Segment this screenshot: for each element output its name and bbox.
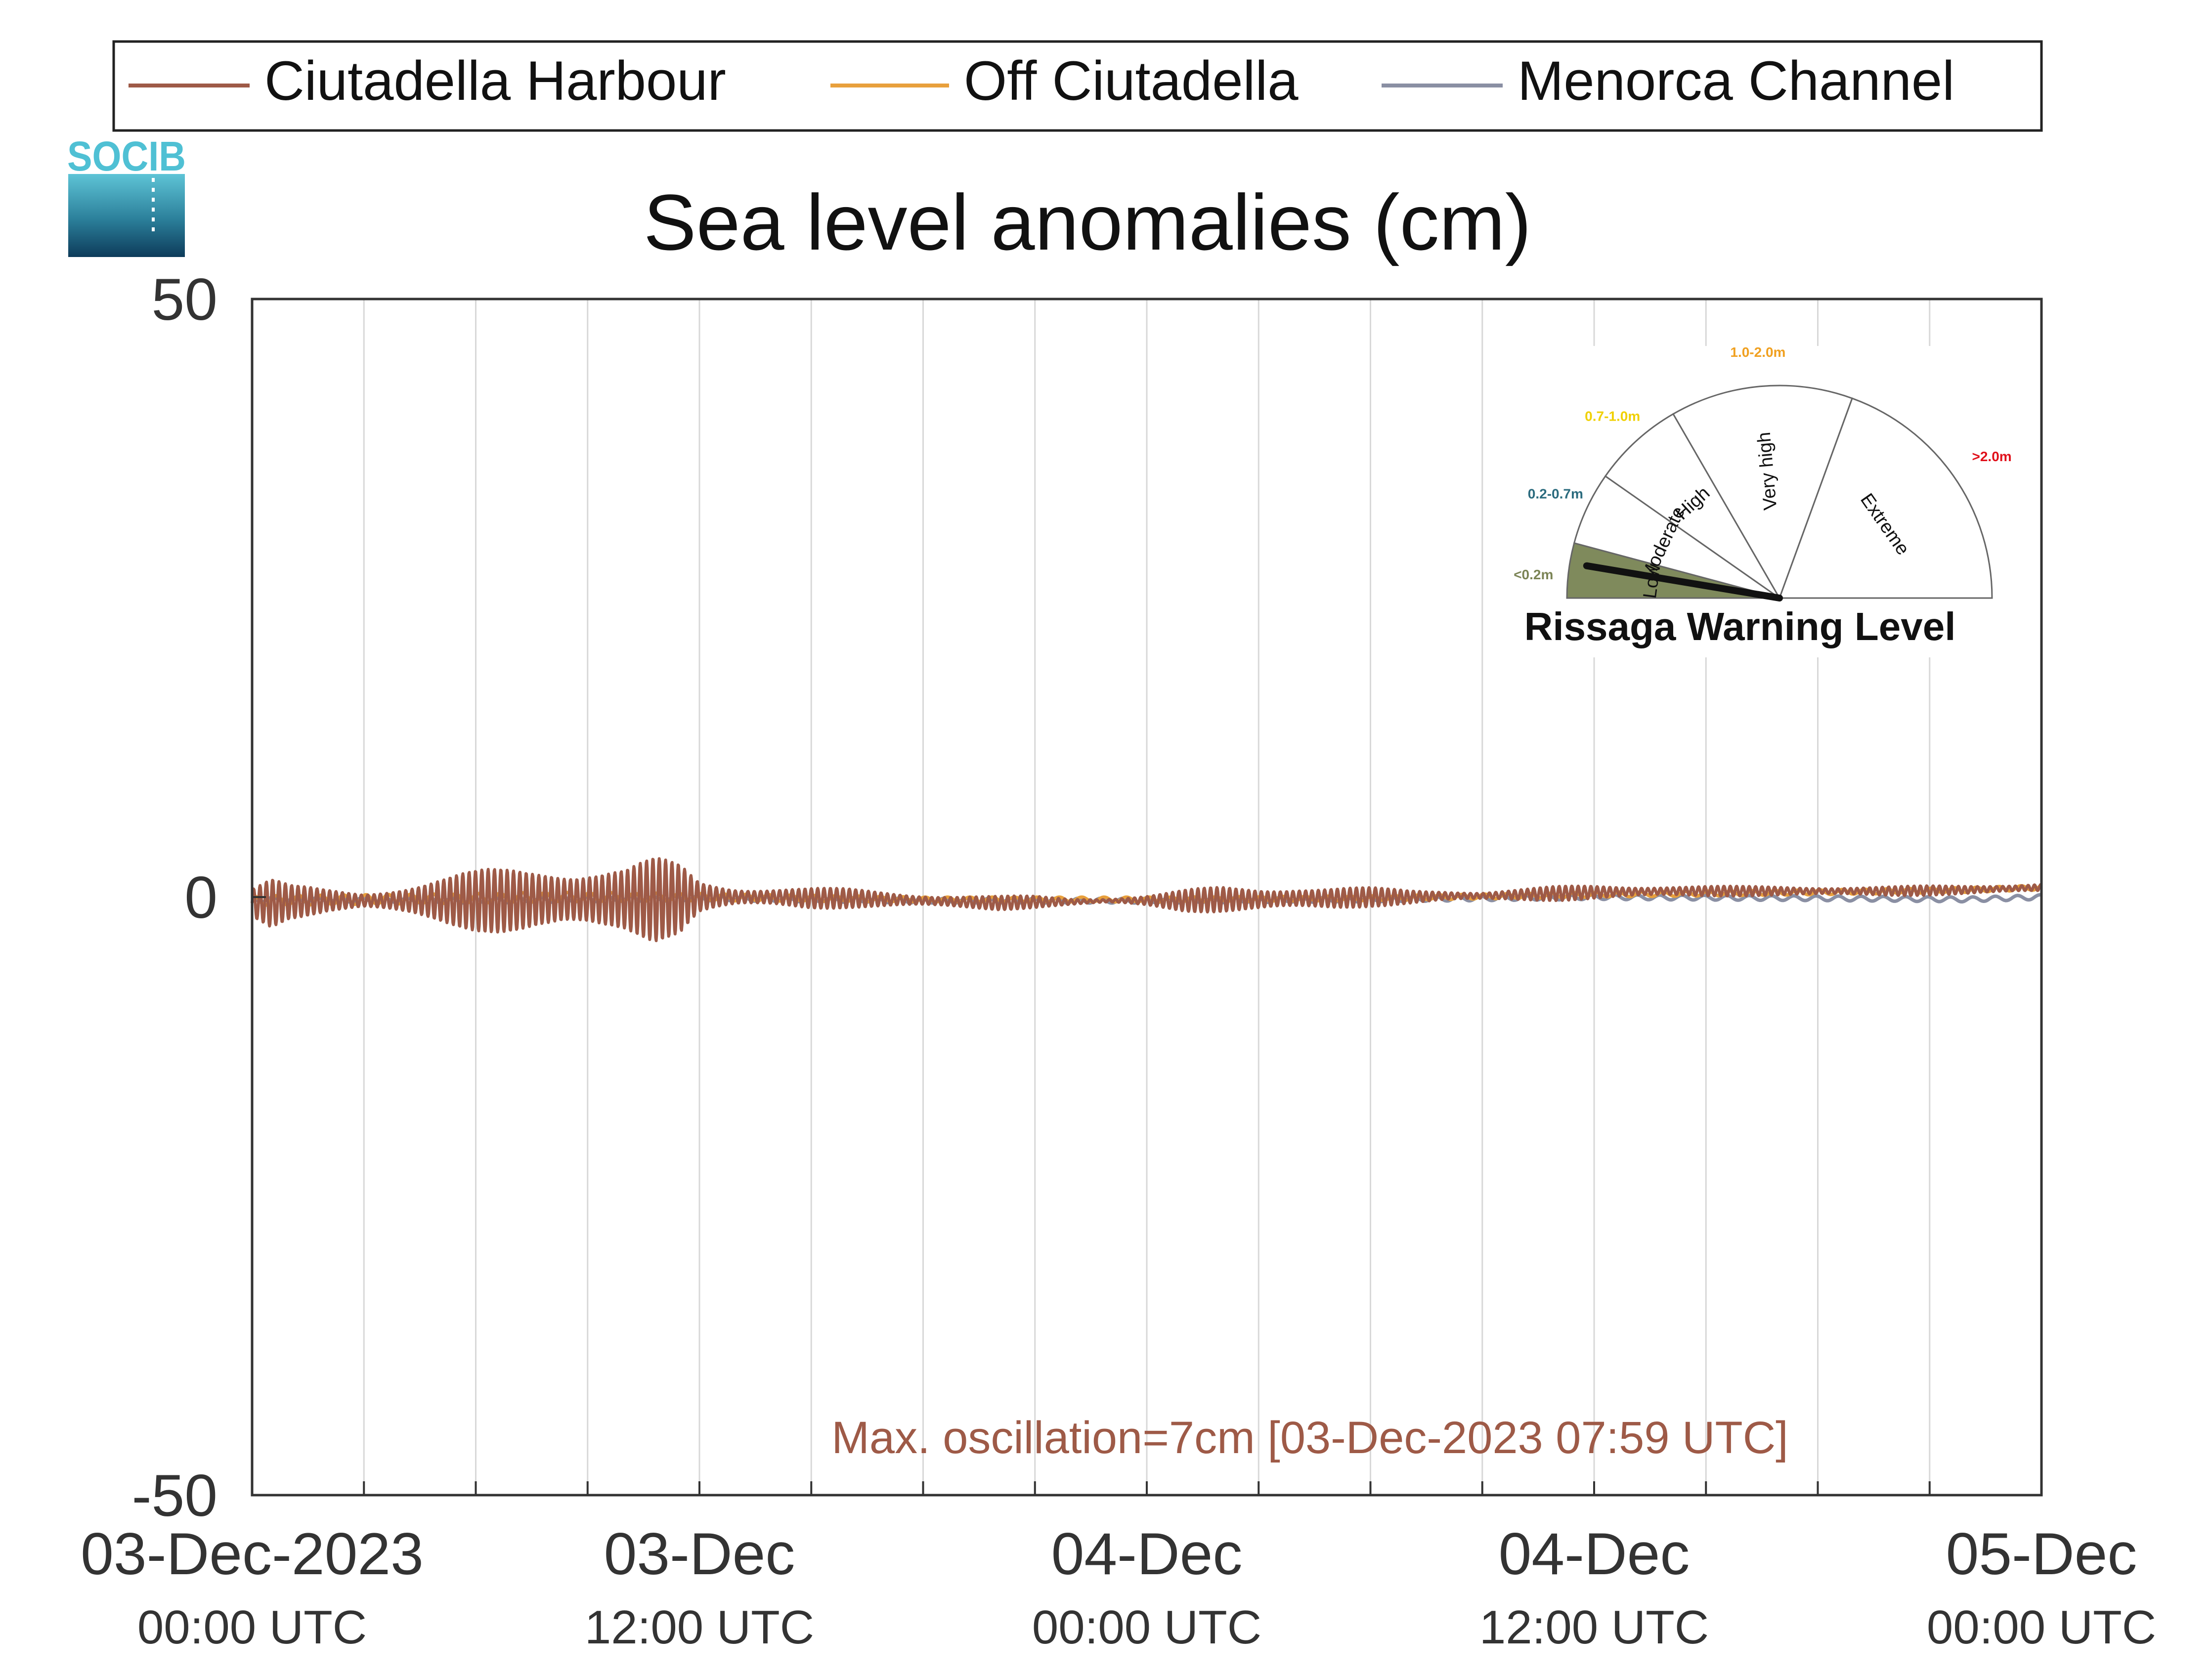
series-line-ciutadella-harbour <box>251 857 2043 943</box>
legend-box <box>112 40 2043 132</box>
x-tick-time-1: 12:00 UTC <box>585 1601 814 1654</box>
socib-logo-text: SOCIB <box>67 133 186 179</box>
y-tick-label-0: 0 <box>184 864 217 931</box>
legend-entry-menorca-channel[interactable]: Menorca Channel <box>1382 50 1954 112</box>
y-tick-label--50: -50 <box>132 1463 217 1529</box>
gauge-range-low: <0.2m <box>1514 567 1553 582</box>
gauge-range-extreme: >2.0m <box>1972 449 2011 464</box>
socib-logo-block <box>68 174 185 257</box>
plot-area: 03-Dec-2023 00:00 UTC 03-Dec 12:00 UTC 04-De… <box>81 266 2156 1654</box>
x-tick-time-4: 00:00 UTC <box>1927 1601 2156 1654</box>
legend-label-menorca-channel: Menorca Channel <box>1518 50 1954 112</box>
socib-logo: SOCIB <box>67 133 186 257</box>
x-tick-date-3: 04-Dec <box>1499 1521 1690 1587</box>
x-tick-time-0: 00:00 UTC <box>137 1601 367 1654</box>
gauge-ranges: <0.2m 0.2-0.7m 0.7-1.0m 1.0-2.0m >2.0m <box>1514 344 2011 582</box>
y-ticks: -50 0 50 <box>132 266 266 1529</box>
gauge-sector-very-high <box>1672 385 1853 600</box>
gauge-sector-extreme <box>1778 397 1993 599</box>
legend: Ciutadella Harbour Off Ciutadella Menorc… <box>112 40 2043 132</box>
x-tick-date-4: 05-Dec <box>1946 1521 2137 1587</box>
gauge-sector-high <box>1604 413 1780 599</box>
gauge-sectors <box>1566 385 1993 600</box>
gauge-sector-moderate <box>1573 475 1780 599</box>
legend-label-ciutadella-harbour: Ciutadella Harbour <box>264 50 726 112</box>
x-tick-date-0: 03-Dec-2023 <box>81 1521 424 1587</box>
x-ticks: 03-Dec-2023 00:00 UTC 03-Dec 12:00 UTC 04-De… <box>81 1481 2156 1654</box>
x-tick-time-2: 00:00 UTC <box>1032 1601 1261 1654</box>
legend-entry-off-ciutadella[interactable]: Off Ciutadella <box>830 50 1299 112</box>
chart-title: Sea level anomalies (cm) <box>644 178 1531 266</box>
gauge-range-moderate: 0.2-0.7m <box>1528 486 1583 502</box>
y-tick-label-50: 50 <box>152 266 217 333</box>
gauge-range-very-high: 1.0-2.0m <box>1730 344 1785 360</box>
gauge-range-high: 0.7-1.0m <box>1585 408 1640 424</box>
gauge-title: Rissaga Warning Level <box>1524 604 1956 648</box>
x-tick-date-1: 03-Dec <box>604 1521 795 1587</box>
gauge-needle <box>1583 562 1783 602</box>
legend-entry-ciutadella-harbour[interactable]: Ciutadella Harbour <box>129 50 726 112</box>
max-oscillation-annotation: Max. oscillation=7cm [03-Dec-2023 07:59 … <box>831 1413 1788 1463</box>
x-tick-time-3: 12:00 UTC <box>1479 1601 1709 1654</box>
x-tick-date-2: 04-Dec <box>1051 1521 1243 1587</box>
legend-label-off-ciutadella: Off Ciutadella <box>964 50 1299 112</box>
series-group <box>251 857 2043 943</box>
